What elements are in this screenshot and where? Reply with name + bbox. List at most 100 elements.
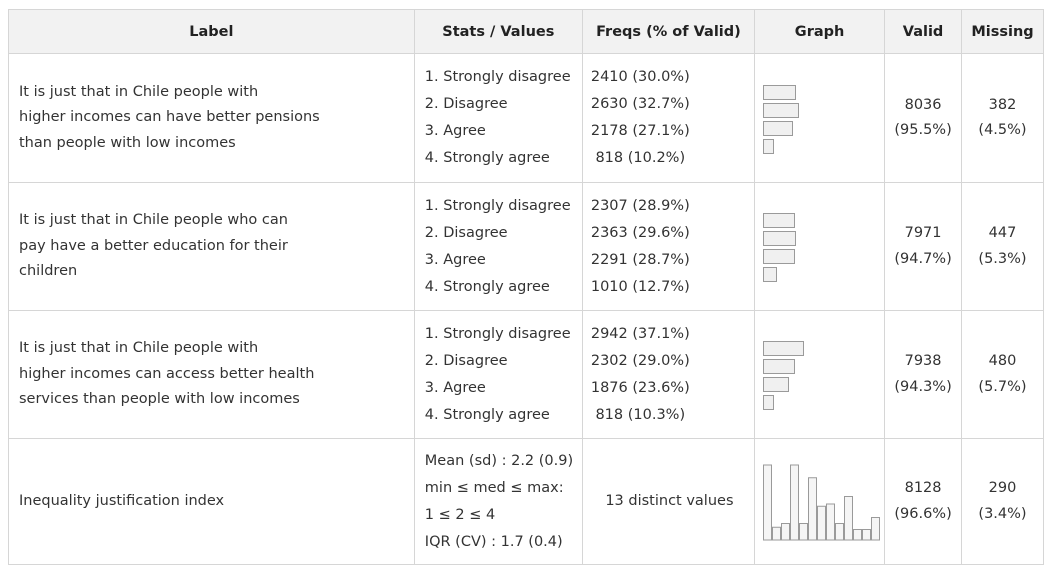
header-stats: Stats / Values [413, 9, 583, 54]
missing-count: 290 (3.4%) [960, 438, 1045, 565]
frequency: 2291 (28.7%) [590, 251, 690, 268]
header-row: Label Stats / Values Freqs (% of Valid) … [8, 9, 1045, 54]
label-line: It is just that in Chile people with [19, 83, 259, 100]
distinct-values: 13 distinct values [605, 493, 734, 509]
missing-n: 382 [988, 96, 1017, 113]
value-label: 4. Strongly agree [424, 150, 550, 166]
histogram-bar [781, 522, 790, 540]
frequency-bar [763, 377, 789, 392]
histogram-bar [790, 464, 799, 540]
histogram-bar [871, 516, 880, 540]
header-valid: Valid [884, 9, 962, 54]
histogram [763, 464, 880, 540]
bar-group [763, 83, 884, 154]
histogram-bar [808, 476, 817, 540]
frequency-bar [763, 102, 799, 118]
histogram-graph [753, 438, 886, 565]
value-label: 4. Strongly agree [424, 406, 550, 423]
missing-pct: (4.5%) [978, 122, 1027, 138]
valid-n: 8036 [904, 96, 942, 113]
valid-pct: (96.6%) [894, 505, 952, 522]
frequency-bar [763, 395, 775, 410]
label-line: than people with low incomes [19, 134, 236, 151]
frequency-bar [763, 213, 795, 228]
summary-stat: IQR (CV) : 1.7 (0.4) [424, 533, 563, 550]
frequency: 818 (10.2%) [590, 150, 686, 166]
missing-pct: (3.4%) [978, 505, 1027, 522]
label-line: Inequality justification index [19, 492, 225, 509]
histogram-bar [799, 522, 808, 540]
summary-stat: Mean (sd) : 2.2 (0.9) [424, 452, 574, 469]
valid-pct: (94.3%) [894, 378, 952, 395]
variable-label: It is just that in Chile people who can … [8, 182, 415, 311]
value-label: 2. Disagree [424, 224, 508, 241]
frequencies: 2307 (28.9%) 2363 (29.6%) 2291 (28.7%) 1… [581, 182, 756, 311]
frequency: 2630 (32.7%) [590, 96, 690, 112]
frequency: 1010 (12.7%) [590, 278, 690, 295]
frequencies: 2942 (37.1%) 2302 (29.0%) 1876 (23.6%) 8… [581, 310, 756, 439]
frequency: 2363 (29.6%) [590, 224, 690, 241]
missing-pct: (5.3%) [978, 250, 1027, 267]
frequency-bar [763, 84, 796, 100]
value-label: 3. Agree [424, 123, 486, 139]
frequency-bar [763, 249, 795, 264]
summary-stat: 1 ≤ 2 ≤ 4 [424, 506, 496, 523]
header-missing: Missing [960, 9, 1045, 54]
label-line: services than people with low incomes [19, 391, 300, 408]
valid-count: 7971 (94.7%) [884, 182, 962, 311]
frequency-bar [763, 231, 796, 246]
missing-n: 447 [988, 225, 1017, 241]
valid-n: 7971 [904, 225, 942, 241]
histogram-bar [844, 495, 853, 540]
missing-count: 447 (5.3%) [960, 182, 1045, 311]
valid-count: 7938 (94.3%) [884, 310, 962, 439]
frequency: 818 (10.3%) [590, 406, 686, 423]
missing-n: 290 [988, 480, 1017, 496]
frequency-bar [763, 341, 804, 356]
missing-count: 480 (5.7%) [960, 310, 1045, 439]
table-row: It is just that in Chile people who can … [8, 182, 1045, 311]
variable-label: It is just that in Chile people with hig… [8, 53, 415, 183]
valid-pct: (94.7%) [894, 250, 952, 267]
valid-n: 8128 [904, 480, 942, 496]
table-row: Inequality justification index Mean (sd)… [8, 438, 1045, 565]
label-line: higher incomes can have better pensions [19, 109, 320, 126]
missing-count: 382 (4.5%) [960, 53, 1045, 183]
histogram-bar [835, 522, 844, 540]
histogram-bar [772, 526, 781, 540]
frequency-bar [763, 138, 775, 154]
frequency: 2307 (28.9%) [590, 197, 690, 214]
table-row: It is just that in Chile people with hig… [8, 53, 1045, 183]
histogram-bar [862, 528, 871, 540]
frequency: 2178 (27.1%) [590, 123, 690, 139]
valid-n: 7938 [904, 353, 942, 369]
frequency-bar [763, 359, 795, 374]
frequencies: 13 distinct values [581, 438, 756, 565]
missing-n: 480 [988, 353, 1017, 369]
variable-label: It is just that in Chile people with hig… [8, 310, 415, 439]
histogram-bar [763, 464, 772, 540]
stats-values: 1. Strongly disagree 2. Disagree 3. Agre… [413, 182, 583, 311]
missing-pct: (5.7%) [978, 378, 1027, 395]
frequency: 1876 (23.6%) [590, 379, 690, 396]
bar-graph [753, 182, 886, 311]
frequency-bar [763, 120, 793, 136]
frequency: 2302 (29.0%) [590, 352, 690, 369]
histogram-bar [853, 528, 862, 540]
header-label: Label [8, 9, 415, 54]
frequencies: 2410 (30.0%) 2630 (32.7%) 2178 (27.1%) 8… [581, 53, 756, 183]
value-label: 1. Strongly disagree [424, 325, 571, 342]
summary-stat: min ≤ med ≤ max: [424, 479, 564, 496]
header-freqs: Freqs (% of Valid) [581, 9, 756, 54]
value-label: 3. Agree [424, 251, 486, 268]
header-graph: Graph [753, 9, 886, 54]
histogram-bar [817, 505, 826, 540]
bar-group [763, 211, 884, 282]
bar-group [763, 339, 884, 410]
valid-pct: (95.5%) [894, 122, 952, 138]
bar-graph [753, 310, 886, 439]
valid-count: 8128 (96.6%) [884, 438, 962, 565]
label-line: higher incomes can access better health [19, 365, 315, 382]
frequency-bar [763, 267, 777, 282]
stats-values: 1. Strongly disagree 2. Disagree 3. Agre… [413, 53, 583, 183]
